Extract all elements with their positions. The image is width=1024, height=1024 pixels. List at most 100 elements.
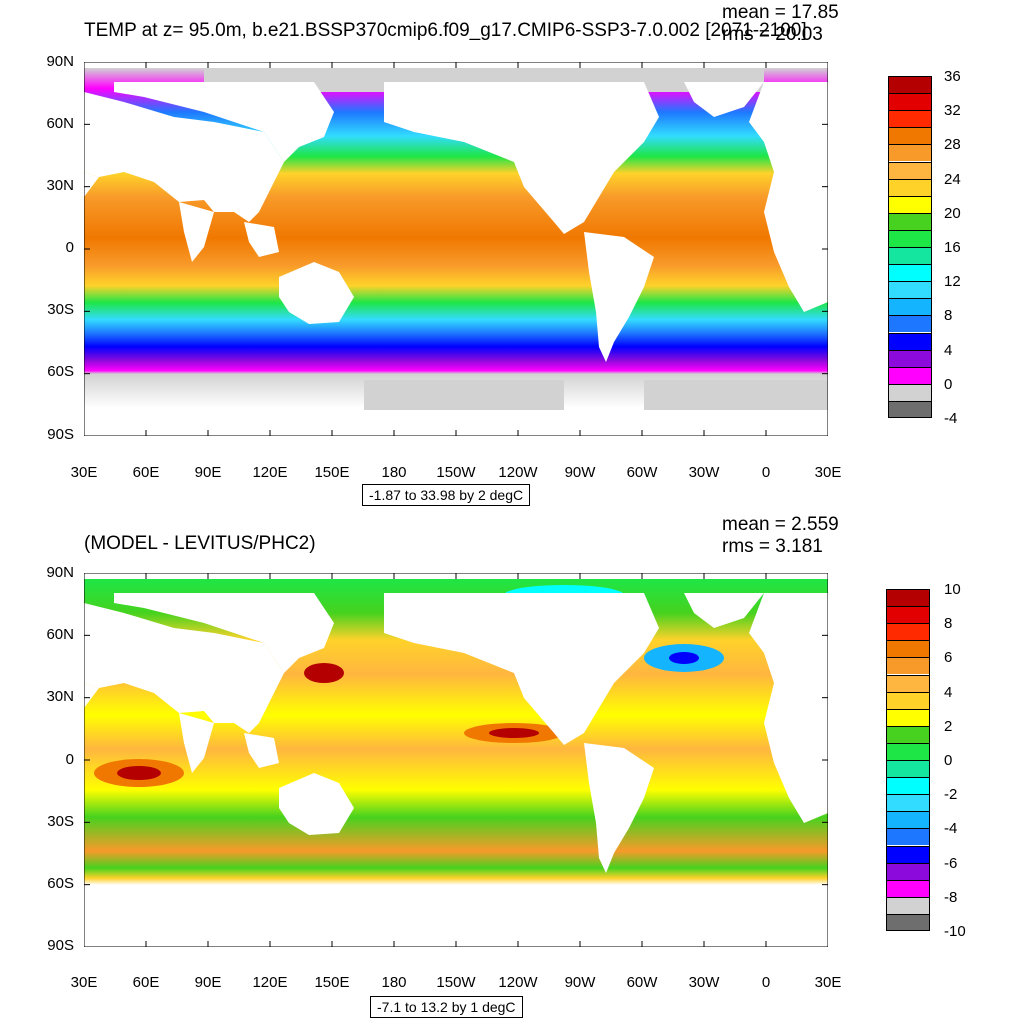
top-lat-label: 90S <box>47 426 74 443</box>
colorbar-segment <box>886 896 930 914</box>
bottom-anomaly-atlantic-core <box>669 652 699 664</box>
colorbar-segment <box>886 913 930 931</box>
colorbar-segment <box>888 161 932 179</box>
colorbar-segment <box>888 110 932 128</box>
top-antarctica <box>364 380 564 410</box>
colorbar-segment <box>888 281 932 299</box>
bottom-colorbar-label: 6 <box>944 649 953 666</box>
colorbar-segment <box>888 400 932 418</box>
colorbar-segment <box>886 742 930 760</box>
bottom-land-eurasia <box>84 603 284 733</box>
top-colorbar <box>888 76 932 418</box>
bottom-lon-label: 180 <box>381 974 407 991</box>
colorbar-segment <box>886 794 930 812</box>
top-antarctica-2 <box>644 380 828 410</box>
top-lat-label: 30S <box>47 301 74 318</box>
colorbar-segment <box>888 349 932 367</box>
colorbar-frame <box>888 76 932 418</box>
top-colorbar-label: 12 <box>944 273 961 290</box>
top-range-box: -1.87 to 33.98 by 2 degC <box>362 484 531 506</box>
top-colorbar-label: -4 <box>944 410 958 427</box>
top-land-eurasia <box>84 92 284 222</box>
colorbar-segment <box>888 127 932 145</box>
bottom-colorbar-label: 2 <box>944 718 953 735</box>
top-lon-label: 30E <box>70 464 98 481</box>
bottom-lon-label: 60W <box>626 974 658 991</box>
colorbar-segment <box>886 811 930 829</box>
bottom-colorbar-label: 8 <box>944 615 953 632</box>
bottom-colorbar-label: -6 <box>944 855 958 872</box>
bottom-colorbar-label: -10 <box>944 923 966 940</box>
top-lon-label: 60W <box>626 464 658 481</box>
colorbar-segment <box>886 725 930 743</box>
top-lon-label: 90W <box>564 464 596 481</box>
bottom-anomaly-indian-core <box>117 766 161 780</box>
bottom-lon-label: 30W <box>688 974 720 991</box>
top-land-maritime <box>244 222 279 257</box>
bottom-land-australia <box>279 773 354 835</box>
bottom-colorbar-label: 4 <box>944 684 953 701</box>
colorbar-segment <box>888 212 932 230</box>
colorbar-segment <box>888 298 932 316</box>
top-lon-label: 120W <box>498 464 538 481</box>
colorbar-segment <box>888 144 932 162</box>
bottom-lon-label: 90W <box>564 974 596 991</box>
bottom-colorbar-label: 10 <box>944 581 961 598</box>
bottom-colorbar-label: -2 <box>944 786 958 803</box>
colorbar-segment <box>888 229 932 247</box>
bottom-lat-label: 60N <box>46 626 74 643</box>
colorbar-segment <box>886 606 930 624</box>
bottom-anomaly-pacific-core <box>489 728 539 738</box>
top-mean-stat: mean = 17.85 <box>722 2 839 23</box>
bottom-land-south-america <box>584 743 654 873</box>
bottom-lat-label: 30N <box>46 688 74 705</box>
colorbar-segment <box>888 195 932 213</box>
top-lat-label: 0 <box>65 239 74 256</box>
colorbar-segment <box>886 777 930 795</box>
colorbar-segment <box>886 879 930 897</box>
top-colorbar-label: 0 <box>944 376 953 393</box>
colorbar-segment <box>886 674 930 692</box>
bottom-lon-label: 150W <box>436 974 476 991</box>
top-land-india <box>179 202 214 262</box>
top-colorbar-label: 32 <box>944 102 961 119</box>
bottom-lon-label: 30E <box>814 974 842 991</box>
top-lat-label: 30N <box>46 177 74 194</box>
bottom-land-greenland <box>684 593 764 628</box>
colorbar-segment <box>888 93 932 111</box>
bottom-lat-label: 60S <box>47 875 74 892</box>
colorbar-segment <box>888 178 932 196</box>
bottom-colorbar-label: -8 <box>944 889 958 906</box>
top-land-australia <box>279 262 354 324</box>
bottom-lat-label: 0 <box>65 751 74 768</box>
top-lat-label: 60S <box>47 363 74 380</box>
bottom-lat-label: 90N <box>46 564 74 581</box>
bottom-colorbar <box>886 589 930 931</box>
bottom-land-maritime <box>244 733 279 768</box>
top-lon-label: 150W <box>436 464 476 481</box>
colorbar-segment <box>886 640 930 658</box>
colorbar-segment <box>886 691 930 709</box>
top-colorbar-label: 16 <box>944 239 961 256</box>
bottom-lat-label: 90S <box>47 937 74 954</box>
colorbar-segment <box>886 589 930 607</box>
top-land-north-america <box>384 82 659 234</box>
top-colorbar-label: 20 <box>944 205 961 222</box>
bottom-anomaly-kuroshio <box>304 663 344 683</box>
colorbar-segment <box>888 332 932 350</box>
colorbar-segment <box>888 366 932 384</box>
top-lon-label: 30E <box>814 464 842 481</box>
colorbar-segment <box>888 247 932 265</box>
top-land-europe <box>749 82 828 172</box>
top-map <box>84 62 828 436</box>
top-lon-label: 150E <box>314 464 350 481</box>
top-colorbar-label: 28 <box>944 136 961 153</box>
top-lon-label: 120E <box>252 464 288 481</box>
bottom-land-europe <box>749 593 828 683</box>
bottom-map-title: (MODEL - LEVITUS/PHC2) <box>84 533 316 554</box>
colorbar-segment <box>888 264 932 282</box>
top-land-asia-north <box>114 82 334 162</box>
bottom-colorbar-label: 0 <box>944 752 953 769</box>
top-map-title: TEMP at z= 95.0m, b.e21.BSSP370cmip6.f09… <box>84 20 807 41</box>
top-lon-label: 60E <box>132 464 160 481</box>
